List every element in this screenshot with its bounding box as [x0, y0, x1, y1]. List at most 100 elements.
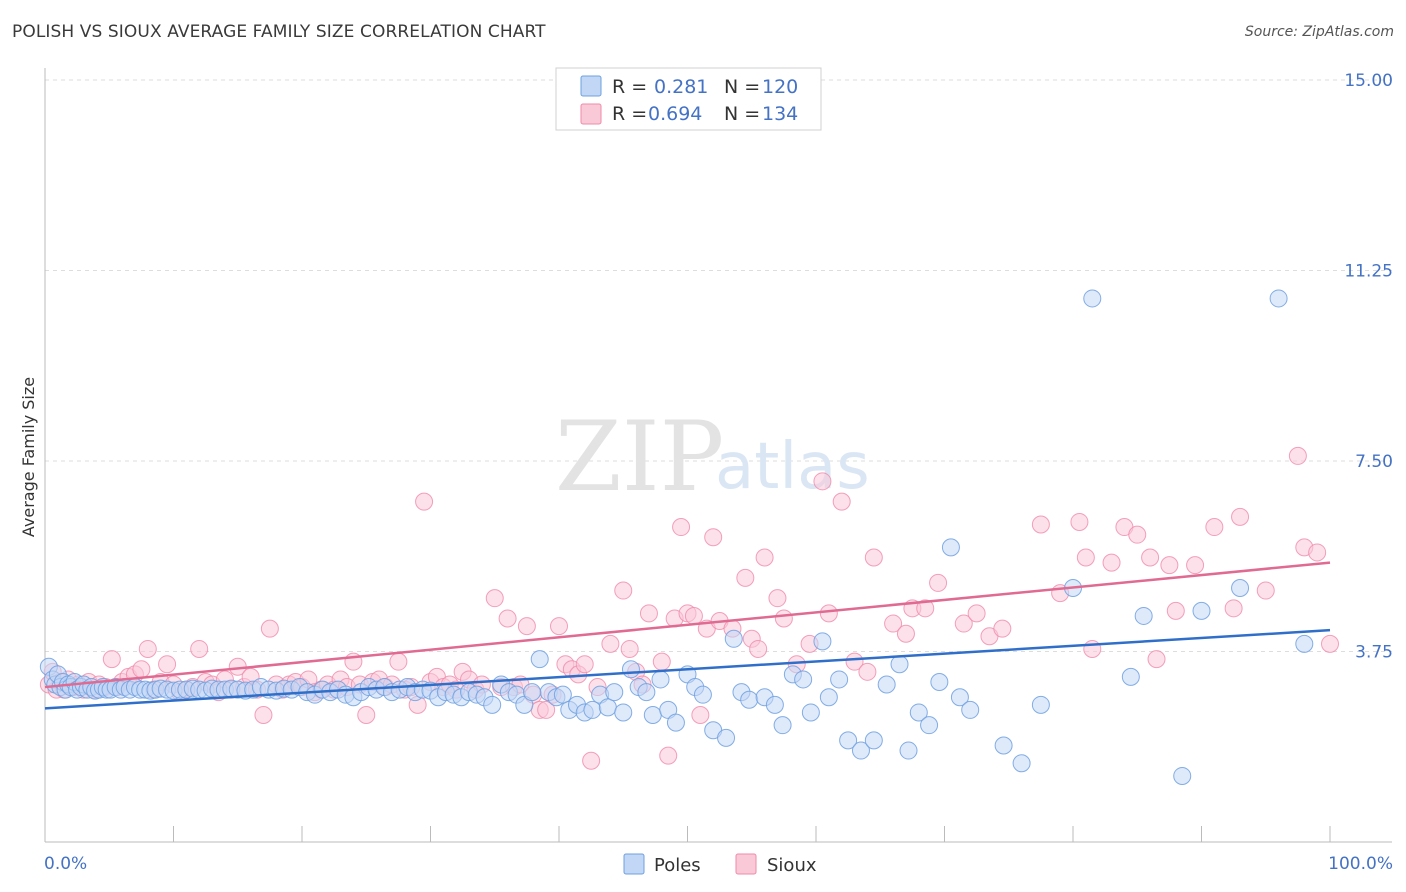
- sioux-point: [575, 655, 594, 674]
- sioux-point: [774, 609, 793, 628]
- poles-point: [1083, 289, 1102, 308]
- sioux-point: [537, 700, 556, 719]
- sioux-point: [858, 662, 877, 681]
- sioux-point: [1076, 548, 1095, 567]
- sioux-point: [485, 589, 504, 608]
- sioux-point: [415, 492, 434, 511]
- poles-point: [605, 683, 624, 702]
- poles-point: [994, 736, 1013, 755]
- bottom-legend-swatch-sioux: [735, 853, 757, 875]
- sioux-point: [691, 706, 710, 724]
- sioux-point: [601, 634, 620, 653]
- axes: [44, 68, 1392, 843]
- sioux-point: [896, 624, 915, 643]
- sioux-point: [1308, 543, 1327, 562]
- poles-point: [830, 670, 849, 689]
- poles-point: [794, 670, 813, 689]
- sioux-point: [190, 639, 209, 658]
- sioux-point: [768, 589, 787, 608]
- poles-trend-line: [44, 628, 1331, 710]
- sioux-point: [1256, 581, 1275, 600]
- sioux-point: [1102, 553, 1121, 572]
- poles-point: [1031, 695, 1050, 714]
- y-tick-labels: 3.75 7.50 11.25 15.00: [1344, 71, 1393, 663]
- sioux-point: [845, 652, 864, 671]
- sioux-point: [929, 573, 948, 592]
- poles-point: [724, 629, 743, 648]
- poles-point: [614, 703, 633, 722]
- sioux-point: [755, 548, 774, 567]
- poles-point: [1231, 579, 1250, 597]
- x-tick-label-1: 100.0%: [1328, 854, 1393, 874]
- poles-point: [598, 698, 617, 717]
- poles-point: [530, 650, 549, 669]
- sioux-point: [1166, 601, 1185, 620]
- poles-point: [483, 695, 502, 714]
- sioux-point: [614, 581, 633, 600]
- sioux-point: [620, 639, 639, 658]
- legend-r-label-sioux: R =: [612, 103, 647, 125]
- legend-r-label-poles: R =: [612, 76, 647, 98]
- poles-point: [819, 688, 838, 707]
- sioux-point: [832, 492, 851, 511]
- sioux-point: [389, 652, 408, 671]
- sioux-point: [158, 655, 177, 674]
- chart-title: POLISH VS SIOUX AVERAGE FAMILY SIZE CORR…: [12, 22, 546, 42]
- sioux-point: [132, 660, 151, 679]
- sioux-point: [254, 706, 273, 724]
- y-tick-label-1: 7.50: [1355, 452, 1393, 472]
- sioux-point: [1160, 556, 1179, 575]
- poles-point: [523, 683, 542, 702]
- poles-point: [1269, 289, 1288, 308]
- y-tick-label-0: 3.75: [1355, 643, 1393, 663]
- poles-point: [950, 688, 969, 707]
- chart-source: Source: ZipAtlas.com: [1244, 24, 1394, 40]
- sioux-point: [993, 619, 1012, 638]
- trend-lines: [44, 561, 1331, 710]
- y-tick-label-3: 15.00: [1344, 71, 1393, 91]
- poles-points: [39, 289, 1314, 785]
- poles-point: [583, 700, 602, 719]
- poles-point: [693, 685, 712, 704]
- poles-point: [877, 675, 896, 694]
- sioux-point: [813, 472, 832, 491]
- poles-point: [813, 632, 832, 651]
- poles-point: [1134, 606, 1153, 625]
- sioux-point: [652, 652, 671, 671]
- watermark-zip: ZIP: [555, 401, 724, 513]
- legend-r-value-sioux: 0.694: [648, 103, 702, 125]
- legend-n-value-sioux: 134: [762, 103, 798, 125]
- bottom-legend: Poles Sioux: [623, 853, 817, 876]
- legend-n-label-poles: N =: [724, 76, 760, 98]
- legend-swatch-sioux: [580, 103, 602, 125]
- poles-point: [890, 655, 909, 674]
- poles-point: [651, 670, 670, 689]
- sioux-point: [659, 746, 678, 765]
- legend-swatch-poles: [580, 75, 602, 97]
- poles-point: [717, 728, 736, 747]
- poles-point: [621, 660, 640, 679]
- x-tick-label-0: 0.0%: [44, 854, 87, 874]
- x-tick-labels: 0.0% 100.0%: [44, 854, 1393, 874]
- poles-point: [864, 731, 883, 750]
- poles-point: [1121, 667, 1140, 686]
- poles-point: [637, 683, 656, 702]
- sioux-point: [684, 606, 703, 625]
- sioux-point: [884, 614, 903, 633]
- poles-point: [909, 703, 928, 722]
- grid-lines: [45, 79, 1392, 652]
- poles-point: [930, 672, 949, 691]
- sioux-point: [138, 639, 157, 658]
- sioux-point: [1083, 639, 1102, 658]
- poles-point: [1192, 601, 1211, 620]
- sioux-point: [1128, 525, 1147, 544]
- sioux-point: [916, 599, 935, 618]
- sioux-point: [704, 528, 723, 547]
- poles-point: [961, 700, 980, 719]
- sioux-point: [550, 617, 568, 636]
- sioux-point: [498, 609, 517, 628]
- sioux-point: [1186, 556, 1205, 575]
- sioux-point: [819, 604, 838, 623]
- sioux-point: [967, 604, 986, 623]
